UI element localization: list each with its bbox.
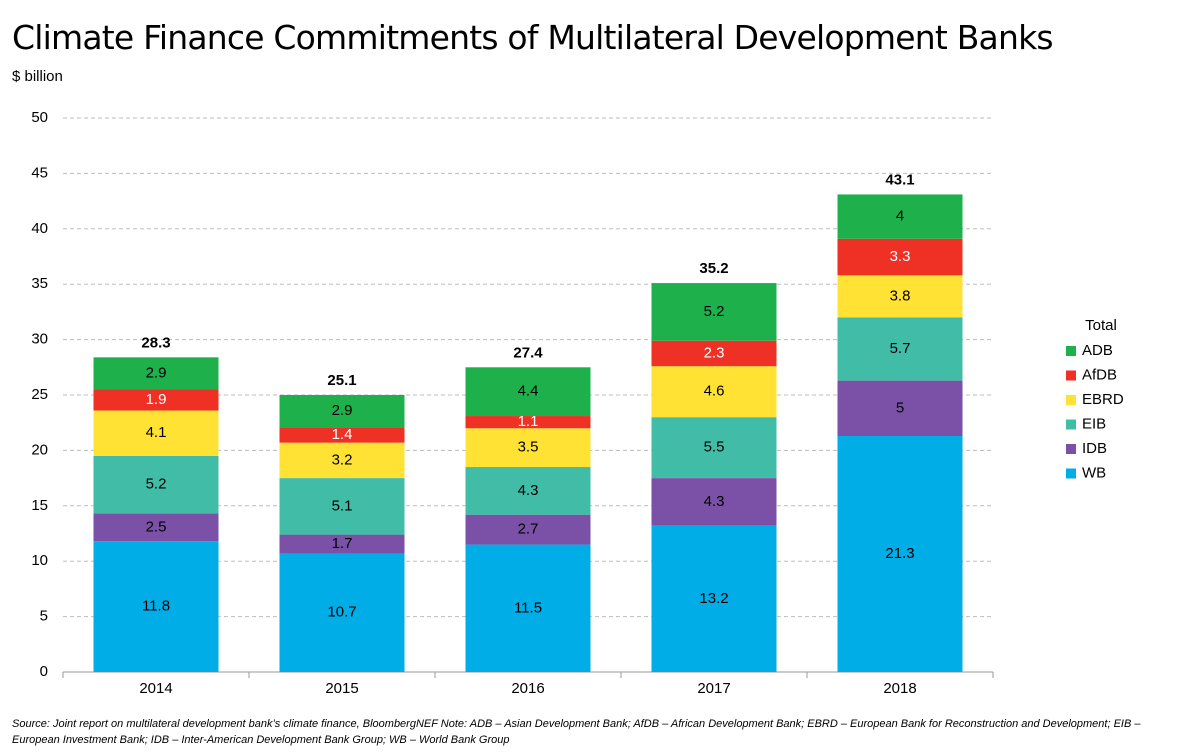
data-label-idb: 2.5	[146, 518, 167, 535]
bar-segment-ebrd	[465, 428, 591, 468]
x-tick-label: 2017	[697, 680, 730, 697]
legend-label-idb: IDB	[1082, 440, 1107, 457]
data-label-idb: 2.7	[518, 521, 539, 538]
legend-label-adb: ADB	[1082, 342, 1113, 359]
data-label-afdb: 1.4	[332, 426, 353, 443]
bar-segment-adb	[465, 367, 591, 417]
bar-segment-afdb	[279, 427, 405, 443]
bar-segment-eib	[837, 317, 963, 381]
legend-label-wb: WB	[1082, 464, 1106, 481]
y-tick-label: 50	[31, 109, 48, 126]
y-tick-label: 30	[31, 331, 48, 348]
data-label-adb: 5.2	[704, 303, 725, 320]
data-label-wb: 11.8	[142, 598, 170, 615]
bar-segment-idb	[465, 514, 591, 545]
total-label: 27.4	[513, 344, 543, 361]
data-label-adb: 4	[896, 208, 904, 225]
bar-segment-ebrd	[279, 442, 405, 479]
data-label-idb: 4.3	[704, 493, 725, 510]
y-tick-label: 20	[31, 441, 48, 458]
bar-segment-idb	[93, 513, 219, 542]
bar-segment-wb	[279, 553, 405, 672]
data-label-wb: 13.2	[699, 590, 728, 607]
bar-segment-adb	[93, 357, 219, 390]
bar-segment-afdb	[837, 238, 963, 276]
bar-segment-wb	[837, 435, 963, 672]
data-label-idb: 5	[896, 399, 904, 416]
bar-segment-ebrd	[837, 275, 963, 318]
y-tick-label: 10	[31, 552, 48, 569]
bar-segment-wb	[93, 541, 219, 672]
bar-segment-ebrd	[651, 366, 777, 418]
data-label-afdb: 3.3	[890, 248, 911, 265]
bar-segment-afdb	[651, 340, 777, 367]
total-label: 43.1	[885, 171, 914, 188]
legend-title: Total	[1085, 317, 1117, 334]
bar-segment-idb	[837, 380, 963, 436]
data-label-ebrd: 3.8	[890, 287, 911, 304]
chart-title: Climate Finance Commitments of Multilate…	[12, 18, 1054, 57]
total-label: 35.2	[699, 260, 728, 277]
data-label-adb: 4.4	[518, 383, 539, 400]
bar-segment-eib	[651, 417, 777, 479]
legend-swatch-wb	[1066, 468, 1076, 479]
x-tick-label: 2014	[139, 680, 172, 697]
y-tick-label: 15	[31, 497, 48, 514]
x-tick-label: 2016	[511, 680, 544, 697]
bar-segment-adb	[279, 395, 405, 428]
legend-label-afdb: AfDB	[1082, 366, 1117, 383]
data-label-ebrd: 3.5	[518, 439, 539, 456]
data-label-afdb: 2.3	[704, 344, 725, 361]
x-tick-label: 2015	[325, 680, 358, 697]
data-label-afdb: 1.9	[146, 391, 167, 408]
data-label-idb: 1.7	[332, 535, 353, 552]
bar-segment-wb	[465, 544, 591, 672]
data-label-eib: 5.5	[704, 439, 725, 456]
source-note: Source: Joint report on multilateral dev…	[12, 718, 1141, 746]
data-label-wb: 11.5	[514, 599, 542, 616]
x-tick-label: 2018	[883, 680, 916, 697]
legend-swatch-idb	[1066, 444, 1076, 454]
total-label: 25.1	[327, 372, 356, 389]
legend-label-eib: EIB	[1082, 415, 1106, 432]
y-tick-label: 45	[31, 164, 48, 181]
data-label-wb: 21.3	[885, 545, 914, 562]
data-label-ebrd: 3.2	[332, 451, 353, 468]
bar-segment-eib	[465, 467, 591, 515]
bar-segment-wb	[651, 525, 777, 672]
bar-segment-adb	[651, 283, 777, 341]
bar-segment-afdb	[465, 416, 591, 429]
y-tick-label: 35	[31, 275, 48, 292]
data-label-adb: 2.9	[146, 364, 167, 381]
bar-segment-adb	[837, 194, 963, 239]
stacked-bar-chart: 0510152025303540455011.82.55.24.11.92.92…	[31, 109, 1124, 697]
legend-swatch-afdb	[1066, 370, 1076, 381]
bar-segment-idb	[651, 478, 777, 526]
data-label-adb: 2.9	[332, 402, 353, 419]
y-tick-label: 40	[31, 220, 48, 237]
data-label-eib: 5.2	[146, 476, 167, 493]
data-label-wb: 10.7	[327, 604, 356, 621]
legend-swatch-adb	[1066, 346, 1076, 356]
y-tick-label: 5	[40, 608, 48, 625]
bar-segment-eib	[279, 478, 405, 535]
bar-segment-ebrd	[93, 410, 219, 456]
legend-swatch-eib	[1066, 419, 1076, 430]
bar-segment-afdb	[93, 389, 219, 411]
total-label: 28.3	[141, 334, 170, 351]
bar-segment-eib	[93, 455, 219, 514]
bar-segment-idb	[279, 534, 405, 554]
data-label-ebrd: 4.1	[146, 424, 167, 441]
data-label-eib: 5.1	[332, 497, 353, 514]
unit-label: $ billion	[12, 68, 63, 85]
data-label-eib: 5.7	[890, 340, 911, 357]
legend-swatch-ebrd	[1066, 395, 1076, 405]
data-label-ebrd: 4.6	[704, 383, 725, 400]
legend-label-ebrd: EBRD	[1082, 391, 1124, 408]
y-tick-label: 0	[40, 663, 48, 680]
data-label-eib: 4.3	[518, 482, 539, 499]
data-label-afdb: 1.1	[518, 413, 539, 430]
y-tick-label: 25	[31, 386, 48, 403]
